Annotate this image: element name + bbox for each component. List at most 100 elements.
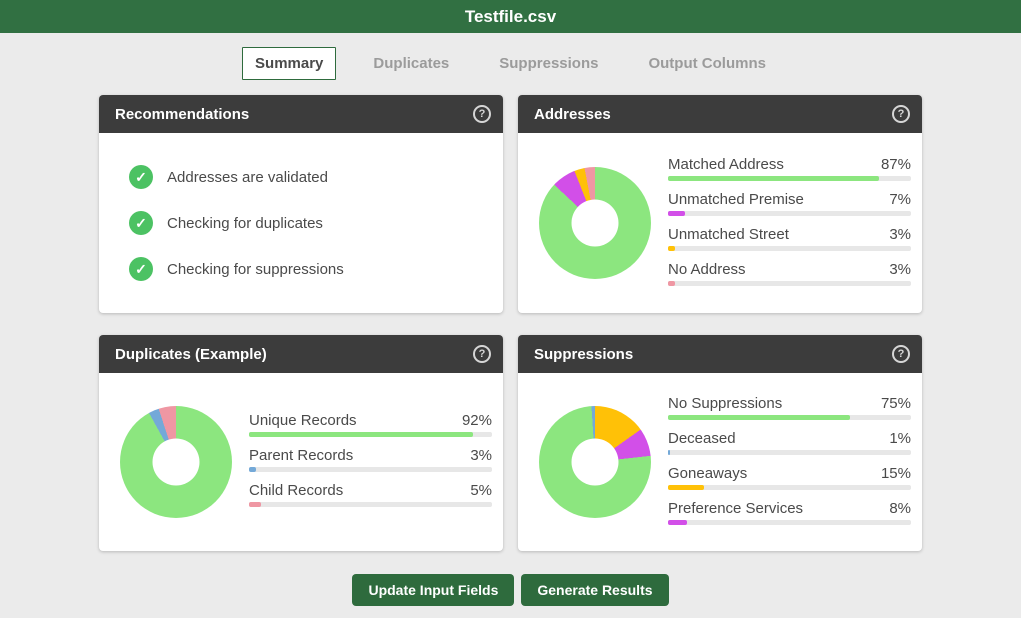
legend-bar-track	[249, 467, 492, 472]
legend-row: Preference Services 8%	[668, 500, 911, 525]
tab-suppressions[interactable]: Suppressions	[499, 55, 599, 72]
panel-title: Recommendations	[115, 105, 250, 123]
legend-percent: 8%	[889, 499, 911, 517]
check-icon: ✓	[129, 257, 153, 281]
legend-bar-fill	[249, 502, 262, 507]
legend-row: No Suppressions 75%	[668, 395, 911, 420]
addresses-legend: Matched Address 87% Unmatched Premise 7%…	[668, 151, 911, 296]
legend-bar-fill	[668, 280, 676, 286]
legend-bar-track	[249, 502, 492, 507]
legend-label: No Suppressions	[668, 394, 783, 412]
panel-suppressions: Suppressions ? No Suppressions 75% Decea…	[518, 335, 922, 551]
panel-title: Suppressions	[534, 345, 634, 363]
footer-actions: Update Input Fields Generate Results	[0, 574, 1021, 606]
legend-bar-track	[249, 432, 492, 437]
legend-label: Parent Records	[249, 447, 354, 464]
panel-duplicates: Duplicates (Example) ? Unique Records 92…	[99, 335, 503, 551]
legend-label: Goneaways	[668, 464, 748, 482]
legend-label: Child Records	[249, 482, 344, 499]
addresses-chart-area: Matched Address 87% Unmatched Premise 7%…	[518, 133, 922, 313]
recommendation-item: ✓ Addresses are validated	[129, 165, 328, 189]
legend-label: Unmatched Premise	[668, 190, 804, 208]
panels-grid: Recommendations ? ✓ Addresses are valida…	[99, 95, 922, 551]
panel-title: Duplicates (Example)	[115, 345, 267, 363]
check-icon: ✓	[129, 165, 153, 189]
legend-row: No Address 3%	[668, 261, 911, 286]
legend-percent: 3%	[470, 447, 492, 464]
tab-duplicates[interactable]: Duplicates	[373, 55, 450, 72]
legend-bar-fill	[668, 414, 851, 420]
suppressions-legend: No Suppressions 75% Deceased 1% Goneaway…	[668, 390, 911, 535]
recommendation-text: Checking for suppressions	[167, 260, 344, 278]
legend-bar-track	[668, 449, 911, 455]
legend-bar-track	[668, 280, 911, 286]
duplicates-chart-area: Unique Records 92% Parent Records 3% Chi…	[99, 373, 503, 551]
legend-bar-fill	[249, 467, 257, 472]
legend-row: Parent Records 3%	[249, 447, 492, 472]
legend-row: Child Records 5%	[249, 482, 492, 507]
legend-percent: 87%	[880, 155, 911, 173]
help-icon[interactable]: ?	[892, 345, 910, 363]
legend-percent: 3%	[889, 260, 911, 278]
legend-bar-track	[668, 414, 911, 420]
recommendation-text: Addresses are validated	[167, 168, 328, 186]
legend-percent: 7%	[889, 190, 911, 208]
legend-row: Unmatched Street 3%	[668, 226, 911, 251]
donut-hole	[571, 199, 619, 247]
file-title: Testfile.csv	[464, 6, 557, 26]
legend-bar-fill	[249, 432, 473, 437]
legend-bar-track	[668, 210, 911, 216]
panel-recommendations: Recommendations ? ✓ Addresses are valida…	[99, 95, 503, 313]
legend-bar-track	[668, 175, 911, 181]
panel-addresses: Addresses ? Matched Address 87% Unmatche…	[518, 95, 922, 313]
legend-bar-track	[668, 519, 911, 525]
tab-bar: Summary Duplicates Suppressions Output C…	[0, 47, 1021, 80]
help-icon[interactable]: ?	[892, 105, 910, 123]
legend-label: Preference Services	[668, 499, 804, 517]
legend-bar-fill	[668, 484, 705, 490]
legend-bar-fill	[668, 210, 685, 216]
panel-suppressions-header: Suppressions ?	[518, 335, 922, 373]
donut-hole	[571, 438, 619, 486]
legend-bar-fill	[668, 245, 676, 251]
panel-duplicates-header: Duplicates (Example) ?	[99, 335, 503, 373]
legend-percent: 15%	[880, 464, 911, 482]
legend-label: No Address	[668, 260, 746, 278]
app-header: Testfile.csv	[0, 0, 1021, 33]
legend-percent: 3%	[889, 225, 911, 243]
legend-label: Matched Address	[668, 155, 784, 173]
check-icon: ✓	[129, 211, 153, 235]
legend-bar-fill	[668, 519, 688, 525]
addresses-donut-chart	[539, 167, 651, 279]
legend-row: Goneaways 15%	[668, 465, 911, 490]
generate-results-button[interactable]: Generate Results	[521, 574, 669, 606]
legend-bar-track	[668, 484, 911, 490]
recommendations-list: ✓ Addresses are validated ✓ Checking for…	[99, 133, 503, 313]
update-input-fields-button[interactable]: Update Input Fields	[352, 574, 515, 606]
legend-percent: 1%	[889, 429, 911, 447]
legend-percent: 92%	[461, 412, 492, 429]
legend-row: Unique Records 92%	[249, 412, 492, 437]
legend-percent: 75%	[880, 394, 911, 412]
legend-bar-track	[668, 245, 911, 251]
legend-row: Matched Address 87%	[668, 156, 911, 181]
suppressions-donut-chart	[539, 406, 651, 518]
donut-hole	[152, 438, 200, 486]
legend-bar-fill	[668, 175, 880, 181]
suppressions-chart-area: No Suppressions 75% Deceased 1% Goneaway…	[518, 373, 922, 551]
tab-summary[interactable]: Summary	[242, 47, 337, 80]
help-icon[interactable]: ?	[473, 345, 491, 363]
recommendation-item: ✓ Checking for duplicates	[129, 211, 323, 235]
duplicates-donut-chart	[120, 406, 232, 518]
legend-label: Unmatched Street	[668, 225, 789, 243]
legend-label: Deceased	[668, 429, 736, 447]
panel-addresses-header: Addresses ?	[518, 95, 922, 133]
recommendation-text: Checking for duplicates	[167, 214, 323, 232]
help-icon[interactable]: ?	[473, 105, 491, 123]
legend-row: Deceased 1%	[668, 430, 911, 455]
panel-title: Addresses	[534, 105, 611, 123]
legend-percent: 5%	[470, 482, 492, 499]
duplicates-legend: Unique Records 92% Parent Records 3% Chi…	[249, 407, 492, 517]
legend-bar-fill	[668, 449, 671, 455]
tab-output-columns[interactable]: Output Columns	[648, 55, 766, 72]
